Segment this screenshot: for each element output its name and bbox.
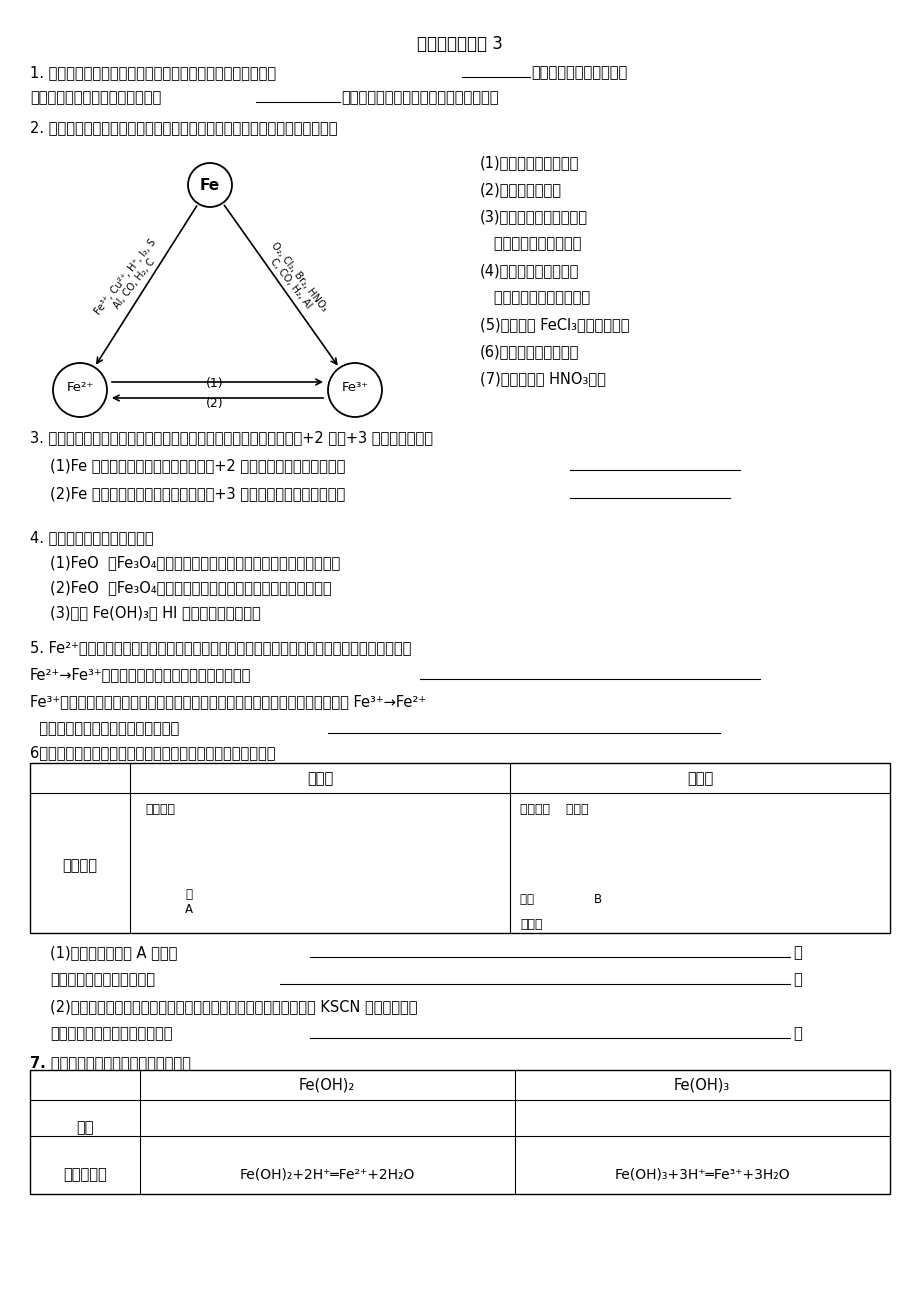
Text: Fe: Fe bbox=[199, 178, 220, 193]
Text: (6)铁和高温水蒸气反应: (6)铁和高温水蒸气反应 bbox=[480, 344, 579, 359]
Text: 5. Fe²⁺处于铁的中间价态，既有氧化性又有还原性，通常以还原性为主，你知道哪些物质能使: 5. Fe²⁺处于铁的中间价态，既有氧化性又有还原性，通常以还原性为主，你知道哪… bbox=[30, 641, 411, 655]
Text: 。: 。 bbox=[792, 973, 800, 987]
Text: 与盐酸反应: 与盐酸反应 bbox=[63, 1167, 107, 1182]
Text: Fe³⁺处于铁的高价态，能与许多强还原性的物质发生反应，列举你知道的能实现 Fe³⁺→Fe²⁺: Fe³⁺处于铁的高价态，能与许多强还原性的物质发生反应，列举你知道的能实现 Fe… bbox=[30, 694, 425, 710]
Text: 火柴                B: 火柴 B bbox=[519, 893, 601, 906]
Text: 工业上用铝热反应冶炼铁: 工业上用铝热反应冶炼铁 bbox=[480, 290, 589, 305]
Circle shape bbox=[53, 363, 107, 417]
Text: Fe(OH)₃: Fe(OH)₃ bbox=[673, 1078, 730, 1092]
Text: 7. 铁有两种氢氧化物，请比较并填空：: 7. 铁有两种氢氧化物，请比较并填空： bbox=[30, 1055, 190, 1070]
Text: 。: 。 bbox=[792, 1026, 800, 1042]
Bar bbox=[30, 1070, 889, 1194]
Text: 水
A: 水 A bbox=[185, 888, 193, 917]
Text: (1)方法一中，装置 A 的作用: (1)方法一中，装置 A 的作用 bbox=[50, 945, 177, 960]
Text: (1): (1) bbox=[206, 378, 223, 391]
Text: (1)在氧气中点燃细铁丝: (1)在氧气中点燃细铁丝 bbox=[480, 155, 579, 171]
Text: Fe²⁺: Fe²⁺ bbox=[66, 381, 94, 395]
Text: 装置二: 装置二 bbox=[686, 771, 712, 786]
Text: 吸引的特性，纯铁有很强的抗腐蚀能力。: 吸引的特性，纯铁有很强的抗腐蚀能力。 bbox=[341, 90, 498, 105]
Text: (7)铁和少量稀 HNO₃反应: (7)铁和少量稀 HNO₃反应 bbox=[480, 371, 606, 385]
Text: 写出能使这个离子反应发生的物质：: 写出能使这个离子反应发生的物质： bbox=[30, 721, 179, 736]
Text: 3. 根据上图铁元素是典型的变价金属元素，它在化合物中主要表现为+2 价和+3 价，请归纳总结: 3. 根据上图铁元素是典型的变价金属元素，它在化合物中主要表现为+2 价和+3 … bbox=[30, 430, 433, 445]
Text: 金属的化学性质 3: 金属的化学性质 3 bbox=[416, 35, 503, 53]
Text: (5)工业上用 FeCl₃溶液腐蚀铜板: (5)工业上用 FeCl₃溶液腐蚀铜板 bbox=[480, 316, 629, 332]
Text: 还原铁粉    湿棉花: 还原铁粉 湿棉花 bbox=[519, 803, 588, 816]
Text: (2)Fe 单质通常与哪些氧化剂反应生成+3 价？写出有关反应的物质：: (2)Fe 单质通常与哪些氧化剂反应生成+3 价？写出有关反应的物质： bbox=[50, 486, 345, 501]
Text: 方法二中，装湿棉花的作用: 方法二中，装湿棉花的作用 bbox=[50, 973, 154, 987]
Text: (2)实验完毕后，取出装置一的少量固体，溶于足量稀盐酸，再滴加 KSCN 溶液，溶液的: (2)实验完毕后，取出装置一的少量固体，溶于足量稀盐酸，再滴加 KSCN 溶液，… bbox=[50, 999, 417, 1014]
Text: 6．铁与水蒸气反应，通常有以下两种装置，请思考以下问题：: 6．铁与水蒸气反应，通常有以下两种装置，请思考以下问题： bbox=[30, 745, 275, 760]
Text: (4)工业上用焦炭冶炼铁: (4)工业上用焦炭冶炼铁 bbox=[480, 263, 579, 279]
Text: Fe(OH)₃+3H⁺═Fe³⁺+3H₂O: Fe(OH)₃+3H⁺═Fe³⁺+3H₂O bbox=[614, 1167, 789, 1181]
Text: Fe³⁺, Cu²⁺, H⁺, I₂, S
Al, CO, H₂, C: Fe³⁺, Cu²⁺, H⁺, I₂, S Al, CO, H₂, C bbox=[93, 237, 167, 323]
Text: 1. 铁是世界上用量最大的金属。纯铁具有金属的共性，如具有: 1. 铁是世界上用量最大的金属。纯铁具有金属的共性，如具有 bbox=[30, 65, 276, 79]
Text: (3)将铁粉和碘粉混合加热: (3)将铁粉和碘粉混合加热 bbox=[480, 210, 587, 224]
Text: (2)FeO  、Fe₃O₄分别溶于足量稀硝酸，写出反应的离子方程式: (2)FeO 、Fe₃O₄分别溶于足量稀硝酸，写出反应的离子方程式 bbox=[50, 579, 331, 595]
Text: (2): (2) bbox=[206, 397, 223, 410]
Text: O₂, Cl₂, Br₂, HNO₃
C, CO, H₂, Al: O₂, Cl₂, Br₂, HNO₃ C, CO, H₂, Al bbox=[260, 240, 329, 320]
Text: Fe(OH)₂: Fe(OH)₂ bbox=[299, 1078, 355, 1092]
Text: 2. 铁的化学性质可用下图表示：试分析图中相关变化，完成下列化学方程式：: 2. 铁的化学性质可用下图表示：试分析图中相关变化，完成下列化学方程式： bbox=[30, 120, 337, 135]
Text: 。: 。 bbox=[792, 945, 800, 960]
Text: (2)溴水中加入铁粉: (2)溴水中加入铁粉 bbox=[480, 182, 562, 197]
Circle shape bbox=[328, 363, 381, 417]
Text: (1)Fe 单质通常与哪些氧化剂反应生成+2 价？写出有关反应的物质：: (1)Fe 单质通常与哪些氧化剂反应生成+2 价？写出有关反应的物质： bbox=[50, 458, 345, 473]
Text: 颜色无明显变化，试解释原因：: 颜色无明显变化，试解释原因： bbox=[50, 1026, 173, 1042]
Text: 色态: 色态 bbox=[76, 1120, 94, 1135]
Text: (3)写出 Fe(OH)₃和 HI 反应的离子方程式。: (3)写出 Fe(OH)₃和 HI 反应的离子方程式。 bbox=[50, 605, 260, 620]
Text: 色金属光泽和良好的延展: 色金属光泽和良好的延展 bbox=[530, 65, 627, 79]
Text: 4. 按要求写出下列化学方程式: 4. 按要求写出下列化学方程式 bbox=[30, 530, 153, 546]
Text: Fe³⁺: Fe³⁺ bbox=[341, 381, 369, 395]
Text: 性，是电和热的良导体，具有能被: 性，是电和热的良导体，具有能被 bbox=[30, 90, 161, 105]
Text: 装置一: 装置一 bbox=[307, 771, 333, 786]
Text: 肥皂液: 肥皂液 bbox=[519, 918, 542, 931]
Text: 还原铁粉: 还原铁粉 bbox=[145, 803, 175, 816]
Text: 实验装置: 实验装置 bbox=[62, 858, 97, 874]
Circle shape bbox=[187, 163, 232, 207]
Text: Fe(OH)₂+2H⁺═Fe²⁺+2H₂O: Fe(OH)₂+2H⁺═Fe²⁺+2H₂O bbox=[239, 1167, 414, 1181]
Text: (1)FeO  、Fe₃O₄分别溶于足量稀盐酸，写出反应的离子方程式。: (1)FeO 、Fe₃O₄分别溶于足量稀盐酸，写出反应的离子方程式。 bbox=[50, 555, 340, 570]
Bar bbox=[30, 763, 889, 934]
Text: 将铁粉和硫粉混合加热: 将铁粉和硫粉混合加热 bbox=[480, 236, 581, 251]
Text: Fe²⁺→Fe³⁺？写出能使这个离子反应发生的物质：: Fe²⁺→Fe³⁺？写出能使这个离子反应发生的物质： bbox=[30, 667, 251, 682]
